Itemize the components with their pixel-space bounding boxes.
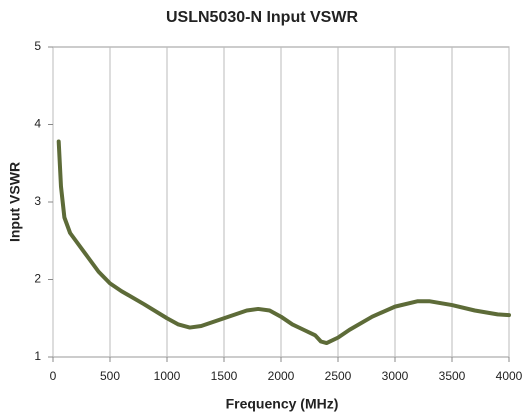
y-axis-label: Input VSWR [7, 162, 23, 242]
y-tick-label: 1 [34, 349, 41, 363]
x-tick-label: 3000 [382, 369, 409, 383]
x-tick-label: 2000 [268, 369, 295, 383]
y-tick-label: 3 [34, 194, 41, 208]
y-tick-label: 2 [34, 272, 41, 286]
x-tick-label: 3500 [439, 369, 466, 383]
x-axis-label: Frequency (MHz) [226, 396, 339, 412]
y-tick-label: 5 [34, 39, 41, 53]
x-tick-label: 4000 [496, 369, 523, 383]
x-tick-label: 1500 [211, 369, 238, 383]
chart-title: USLN5030-N Input VSWR [166, 9, 358, 26]
x-tick-label: 1000 [154, 369, 181, 383]
line-series [56, 139, 511, 346]
x-tick-label: 0 [50, 369, 57, 383]
x-tick-label: 2500 [325, 369, 352, 383]
x-tick-label: 500 [100, 369, 120, 383]
y-tick-label: 4 [34, 117, 41, 131]
